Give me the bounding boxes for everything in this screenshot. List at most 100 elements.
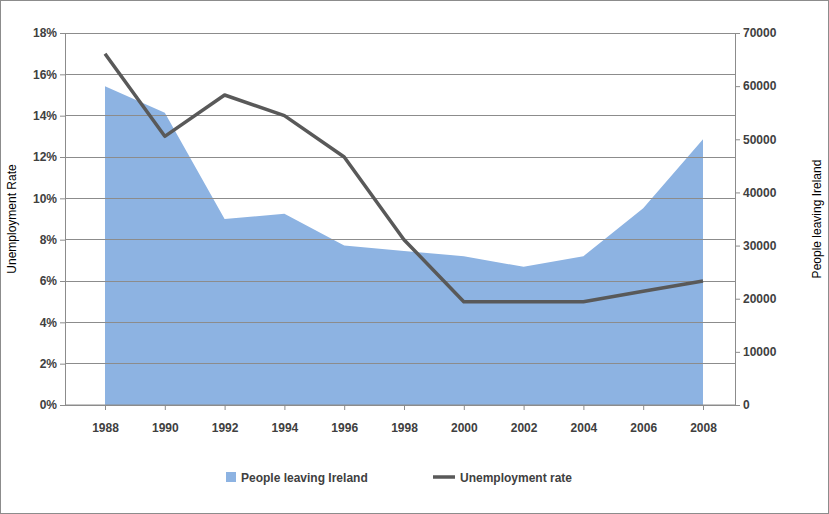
- tick-mark: [60, 281, 65, 282]
- tick-mark: [165, 405, 166, 410]
- tick: 1996: [331, 405, 358, 435]
- tick-label: 20000: [743, 292, 777, 306]
- x-axis: 1988 1990 1992 1994 1996 1998 2000 2002 2004 2006…: [65, 405, 735, 435]
- tick-mark: [735, 352, 740, 353]
- tick-mark: [60, 240, 65, 241]
- tick-mark: [284, 405, 285, 410]
- grid-line: [65, 198, 735, 199]
- tick-mark: [60, 74, 65, 75]
- tick-label: 2008: [690, 421, 717, 435]
- tick: 0: [735, 398, 750, 412]
- tick-mark: [60, 157, 65, 158]
- chart: 0% 2% 4% 6% 8% 10% 12% 14% 16% 18% 0 10000 20000 3000…: [0, 0, 829, 514]
- tick-mark: [703, 405, 704, 410]
- tick: 12%: [33, 150, 65, 164]
- tick-label: 14%: [33, 109, 57, 123]
- grid-line: [65, 363, 735, 364]
- tick: 14%: [33, 109, 65, 123]
- tick-mark: [735, 139, 740, 140]
- tick-label: 10%: [33, 192, 57, 206]
- grid-line: [65, 74, 735, 75]
- tick-label: 1998: [391, 421, 418, 435]
- tick: 8%: [40, 233, 65, 247]
- tick-label: 12%: [33, 150, 57, 164]
- y2-axis: 0 10000 20000 30000 40000 50000 60000 70000: [735, 26, 777, 412]
- area-layer: [105, 86, 703, 405]
- tick: 2004: [571, 405, 598, 435]
- tick-mark: [735, 33, 740, 34]
- tick-label: 18%: [33, 26, 57, 40]
- tick: 10000: [735, 345, 777, 359]
- tick: 1998: [391, 405, 418, 435]
- tick-label: 1996: [331, 421, 358, 435]
- tick-label: 1992: [212, 421, 239, 435]
- tick-label: 10000: [743, 345, 777, 359]
- tick-mark: [60, 364, 65, 365]
- y-axis: 0% 2% 4% 6% 8% 10% 12% 14% 16% 18%: [33, 26, 66, 412]
- tick-label: 70000: [743, 26, 777, 40]
- tick: 6%: [40, 274, 65, 288]
- tick-mark: [60, 33, 65, 34]
- legend-label: People leaving Ireland: [241, 471, 368, 485]
- tick-label: 16%: [33, 68, 57, 82]
- tick: 60000: [735, 79, 777, 93]
- line: [105, 54, 703, 302]
- y-axis-title: Unemployment Rate: [5, 164, 19, 274]
- tick-mark: [60, 322, 65, 323]
- tick-mark: [735, 86, 740, 87]
- legend: People leaving Ireland Unemployment rate: [226, 471, 572, 485]
- tick: 1992: [212, 405, 239, 435]
- y2-axis-title: People leaving Ireland: [810, 160, 824, 279]
- tick-mark: [583, 405, 584, 410]
- tick-label: 1990: [152, 421, 179, 435]
- tick-label: 0: [743, 398, 750, 412]
- tick-label: 40000: [743, 186, 777, 200]
- chart-border: [1, 1, 829, 514]
- tick-label: 2%: [40, 357, 58, 371]
- legend-swatch: [433, 475, 455, 479]
- tick-mark: [404, 405, 405, 410]
- tick: 0%: [40, 398, 65, 412]
- tick-mark: [524, 405, 525, 410]
- tick-mark: [735, 299, 740, 300]
- grid-line: [65, 322, 735, 323]
- tick-mark: [344, 405, 345, 410]
- tick: 16%: [33, 68, 65, 82]
- tick: 18%: [33, 26, 65, 40]
- line-layer: [105, 54, 703, 302]
- tick-mark: [60, 198, 65, 199]
- grid-line: [65, 33, 735, 34]
- tick-mark: [735, 192, 740, 193]
- tick-label: 30000: [743, 239, 777, 253]
- tick: 2%: [40, 357, 65, 371]
- tick-label: 8%: [40, 233, 58, 247]
- axis-line: [735, 34, 736, 406]
- tick: 1988: [92, 405, 119, 435]
- tick-label: 60000: [743, 79, 777, 93]
- tick-label: 2000: [451, 421, 478, 435]
- tick: 50000: [735, 133, 777, 147]
- tick: 1990: [152, 405, 179, 435]
- tick: 4%: [40, 316, 65, 330]
- legend-item: Unemployment rate: [433, 471, 572, 485]
- legend-label: Unemployment rate: [460, 471, 572, 485]
- grid-line: [65, 157, 735, 158]
- tick: 1994: [272, 405, 299, 435]
- tick-label: 1988: [92, 421, 119, 435]
- tick-label: 6%: [40, 274, 58, 288]
- tick: 70000: [735, 26, 777, 40]
- tick-mark: [735, 405, 740, 406]
- tick: 2008: [690, 405, 717, 435]
- tick-mark: [60, 405, 65, 406]
- tick-mark: [464, 405, 465, 410]
- tick: 2000: [451, 405, 478, 435]
- grid-line: [65, 115, 735, 116]
- tick-label: 4%: [40, 316, 58, 330]
- axis-line: [65, 34, 66, 406]
- tick: 2006: [630, 405, 657, 435]
- legend-swatch: [226, 472, 236, 482]
- tick-mark: [60, 116, 65, 117]
- area: [105, 86, 703, 405]
- tick: 2002: [511, 405, 538, 435]
- tick: 10%: [33, 192, 65, 206]
